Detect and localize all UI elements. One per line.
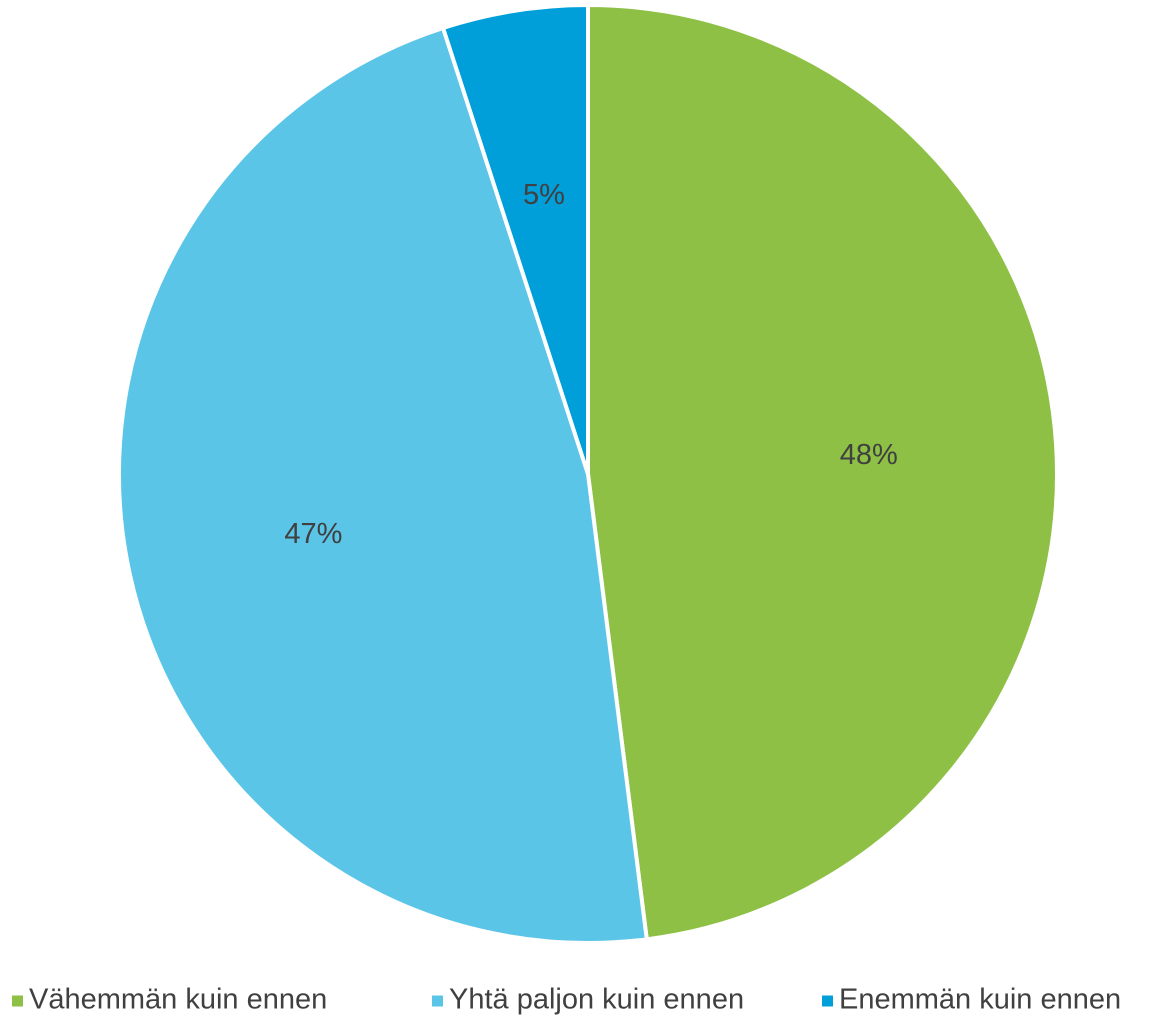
legend-marker-3: [822, 995, 833, 1007]
pie-slices: [117, 3, 1059, 945]
legend-label-3: Enemmän kuin ennen: [839, 984, 1121, 1016]
data-label-2: 47%: [284, 518, 342, 550]
pie-slice-1: [586, 3, 1059, 942]
pie-slice-2: [117, 25, 649, 945]
legend-label-2: Yhtä paljon kuin ennen: [449, 984, 744, 1016]
legend-label-1: Vähemmän kuin ennen: [29, 984, 327, 1016]
legend: Vähemmän kuin ennen Yhtä paljon kuin enne…: [12, 984, 1121, 1016]
data-labels: 48% 47% 5%: [284, 179, 897, 550]
data-label-1: 48%: [840, 439, 898, 471]
legend-marker-2: [432, 995, 443, 1007]
pie-slice-3: [441, 3, 590, 476]
legend-marker-1: [12, 995, 23, 1007]
data-label-3: 5%: [523, 179, 565, 211]
